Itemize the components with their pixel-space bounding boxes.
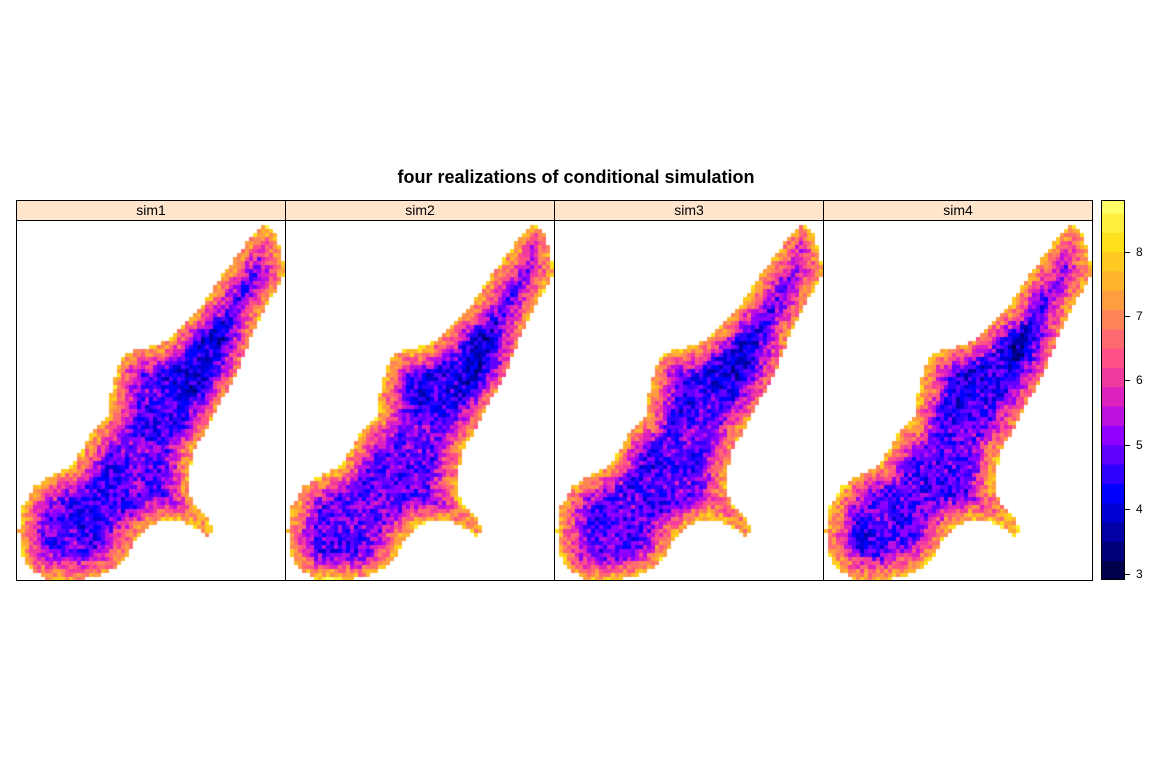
- colorkey-bin: [1101, 290, 1125, 310]
- colorkey-tick-label: 3: [1136, 566, 1143, 581]
- colorkey-bin: [1101, 200, 1125, 214]
- colorkey-bin: [1101, 348, 1125, 368]
- colorkey-tick-label: 5: [1136, 437, 1143, 452]
- heatmap-canvas: [555, 221, 823, 580]
- colorkey-tick-label: 8: [1136, 244, 1143, 259]
- colorkey-bin: [1101, 483, 1125, 504]
- panel-label: sim1: [136, 202, 166, 218]
- panel-plot: [285, 220, 555, 581]
- colorkey-bin: [1101, 425, 1125, 446]
- panel-label: sim3: [674, 202, 704, 218]
- panel-strip: sim1: [16, 200, 286, 221]
- colorkey-bin: [1101, 328, 1125, 349]
- panel-strip: sim3: [554, 200, 824, 221]
- colorkey-bin: [1101, 367, 1125, 388]
- colorkey-bin: [1101, 406, 1125, 426]
- colorkey-bin: [1101, 386, 1125, 407]
- panel-sim2: sim2: [285, 200, 555, 581]
- heatmap-canvas: [824, 221, 1092, 580]
- heatmap-canvas: [17, 221, 285, 580]
- panel-label: sim4: [943, 202, 973, 218]
- colorkey-bin: [1101, 502, 1125, 523]
- panel-label: sim2: [405, 202, 435, 218]
- panel-sim1: sim1: [16, 200, 286, 581]
- colorkey-tick: [1125, 444, 1130, 446]
- colorkey-bin: [1101, 444, 1125, 465]
- colorkey-bin: [1101, 232, 1125, 253]
- panel-sim4: sim4: [823, 200, 1093, 581]
- colorkey-tick: [1125, 573, 1130, 575]
- colorkey-bin: [1101, 464, 1125, 484]
- colorkey: [1101, 200, 1125, 580]
- panel-plot: [16, 220, 286, 581]
- panel-plot: [554, 220, 824, 581]
- colorkey-tick-label: 7: [1136, 308, 1143, 323]
- panel-plot: [823, 220, 1093, 581]
- colorkey-bin: [1101, 309, 1125, 330]
- colorkey-border: [1101, 200, 1125, 580]
- colorkey-bin: [1101, 270, 1125, 291]
- colorkey-tick-label: 4: [1136, 502, 1143, 517]
- colorkey-bin: [1101, 541, 1125, 562]
- colorkey-bin: [1101, 212, 1125, 233]
- colorkey-bin: [1101, 522, 1125, 542]
- colorkey-tick: [1125, 315, 1130, 317]
- colorkey-bin: [1101, 251, 1125, 272]
- colorkey-tick-label: 6: [1136, 373, 1143, 388]
- panel-strip: sim2: [285, 200, 555, 221]
- colorkey-tick: [1125, 509, 1130, 511]
- panel-strip: sim4: [823, 200, 1093, 221]
- colorkey-bin: [1101, 560, 1125, 580]
- panel-sim3: sim3: [554, 200, 824, 581]
- chart-title: four realizations of conditional simulat…: [397, 167, 755, 187]
- heatmap-canvas: [286, 221, 554, 580]
- colorkey-tick: [1125, 380, 1130, 382]
- colorkey-tick: [1125, 251, 1130, 253]
